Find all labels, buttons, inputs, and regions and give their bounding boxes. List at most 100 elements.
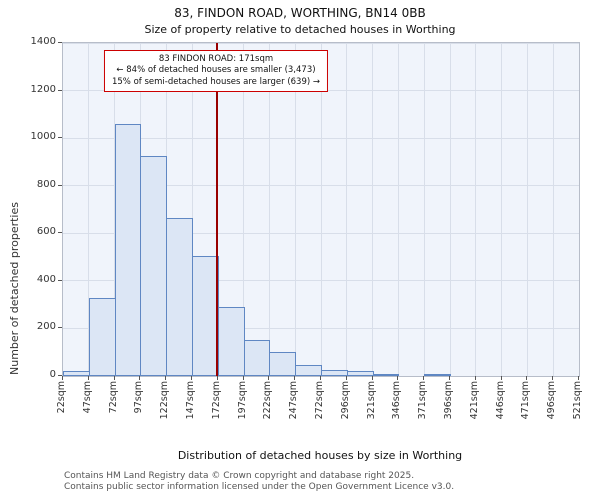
x-tick-mark — [397, 376, 399, 380]
x-tick-mark — [242, 376, 244, 380]
histogram-bar — [63, 371, 90, 376]
x-tick-mark — [474, 376, 476, 380]
histogram-bar — [321, 370, 348, 376]
histogram-bar — [217, 307, 245, 376]
x-axis-label: Distribution of detached houses by size … — [177, 449, 463, 462]
histogram-bar — [346, 371, 374, 376]
x-tick-mark — [216, 376, 218, 380]
footer: Contains HM Land Registry data © Crown c… — [64, 471, 594, 494]
x-tick-mark — [578, 376, 579, 380]
x-tick-label: 247sqm — [288, 381, 300, 420]
x-tick-mark — [268, 376, 270, 380]
gridline-vertical — [552, 43, 554, 376]
y-tick-mark — [58, 184, 62, 186]
y-tick-mark — [58, 232, 62, 234]
x-tick-label: 346sqm — [391, 381, 403, 420]
x-tick-label: 446sqm — [494, 381, 506, 420]
x-tick-label: 197sqm — [236, 381, 248, 420]
gridline-vertical — [526, 43, 528, 376]
x-tick-label: 272sqm — [314, 381, 325, 420]
gridline-vertical — [346, 43, 348, 376]
y-tick-label: 400 — [36, 273, 56, 285]
gridline-vertical — [268, 43, 270, 376]
annotation-line-3: 15% of semi-detached houses are larger (… — [111, 76, 321, 87]
histogram-bar — [424, 374, 451, 376]
property-size-marker-line — [216, 43, 218, 376]
x-tick-mark — [87, 376, 89, 380]
x-tick-mark — [526, 376, 528, 380]
y-tick-mark — [58, 137, 62, 139]
y-tick-label: 1000 — [30, 131, 56, 143]
x-tick-label: 22sqm — [56, 381, 67, 414]
x-tick-mark — [320, 376, 321, 380]
x-tick-mark — [191, 376, 192, 380]
x-tick-label: 72sqm — [107, 381, 119, 414]
gridline-vertical — [449, 43, 451, 376]
x-tick-label: 421sqm — [468, 381, 480, 420]
y-tick-label: 200 — [36, 321, 56, 333]
y-tick-mark — [58, 279, 62, 281]
x-tick-mark — [500, 376, 502, 380]
histogram-bar — [295, 365, 322, 376]
histogram-bar — [140, 155, 168, 376]
y-tick-label: 600 — [36, 226, 56, 238]
gridline-vertical — [243, 43, 245, 376]
gridline-vertical — [320, 43, 322, 376]
x-tick-mark — [139, 376, 141, 380]
x-tick-label: 471sqm — [520, 381, 532, 420]
x-tick-label: 496sqm — [546, 381, 558, 420]
x-tick-label: 296sqm — [339, 381, 351, 420]
x-tick-label: 371sqm — [417, 381, 429, 420]
x-tick-label: 222sqm — [262, 381, 274, 420]
histogram-bar — [192, 255, 219, 376]
gridline-vertical — [88, 43, 90, 376]
y-tick-label: 800 — [36, 178, 56, 190]
gridline-vertical — [191, 43, 193, 376]
x-tick-label: 396sqm — [443, 381, 454, 420]
gridline-vertical — [423, 43, 425, 376]
gridline-vertical — [475, 43, 477, 376]
x-tick-mark — [165, 376, 167, 380]
x-tick-label: 321sqm — [365, 381, 377, 420]
histogram-bar — [166, 217, 193, 376]
gridline-vertical — [372, 43, 374, 376]
histogram-bar — [372, 373, 400, 376]
annotation-line-2: ← 84% of detached houses are smaller (3,… — [116, 65, 316, 76]
gridline-vertical — [294, 43, 296, 376]
histogram-bar — [88, 297, 116, 376]
x-tick-mark — [371, 376, 373, 380]
footer-line-1: Contains HM Land Registry data © Crown c… — [64, 471, 415, 481]
chart-subtitle: Size of property relative to detached ho… — [144, 23, 456, 36]
x-tick-mark — [552, 376, 554, 380]
y-tick-mark — [58, 375, 62, 376]
histogram-bar — [243, 340, 271, 376]
y-tick-mark — [58, 89, 62, 91]
gridline-vertical — [501, 43, 503, 376]
x-tick-label: 147sqm — [185, 381, 196, 420]
x-tick-label: 47sqm — [81, 381, 93, 414]
histogram-bar — [269, 352, 297, 376]
annotation-box: 83 FINDON ROAD: 171sqm ← 84% of detached… — [103, 50, 329, 93]
histogram-bar — [114, 123, 142, 376]
chart-title: 83, FINDON ROAD, WORTHING, BN14 0BB — [174, 6, 426, 20]
footer-line-2: Contains public sector information licen… — [64, 482, 455, 493]
y-tick-label: 1200 — [30, 83, 56, 95]
gridline-vertical — [397, 43, 399, 376]
x-tick-mark — [423, 376, 425, 380]
x-tick-mark — [113, 376, 115, 380]
x-tick-label: 97sqm — [133, 381, 145, 414]
annotation-line-1: 83 FINDON ROAD: 171sqm — [158, 54, 274, 64]
y-tick-mark — [58, 42, 62, 43]
y-tick-mark — [58, 327, 62, 329]
x-tick-label: 172sqm — [210, 381, 222, 420]
x-tick-label: 521sqm — [572, 381, 583, 420]
x-tick-mark — [345, 376, 347, 380]
x-tick-mark — [449, 376, 450, 380]
y-tick-label: 1400 — [30, 36, 56, 47]
x-tick-mark — [294, 376, 296, 380]
y-tick-label: 0 — [49, 369, 56, 380]
x-tick-label: 122sqm — [159, 381, 171, 420]
x-tick-mark — [62, 376, 63, 380]
plot-area — [62, 42, 580, 377]
